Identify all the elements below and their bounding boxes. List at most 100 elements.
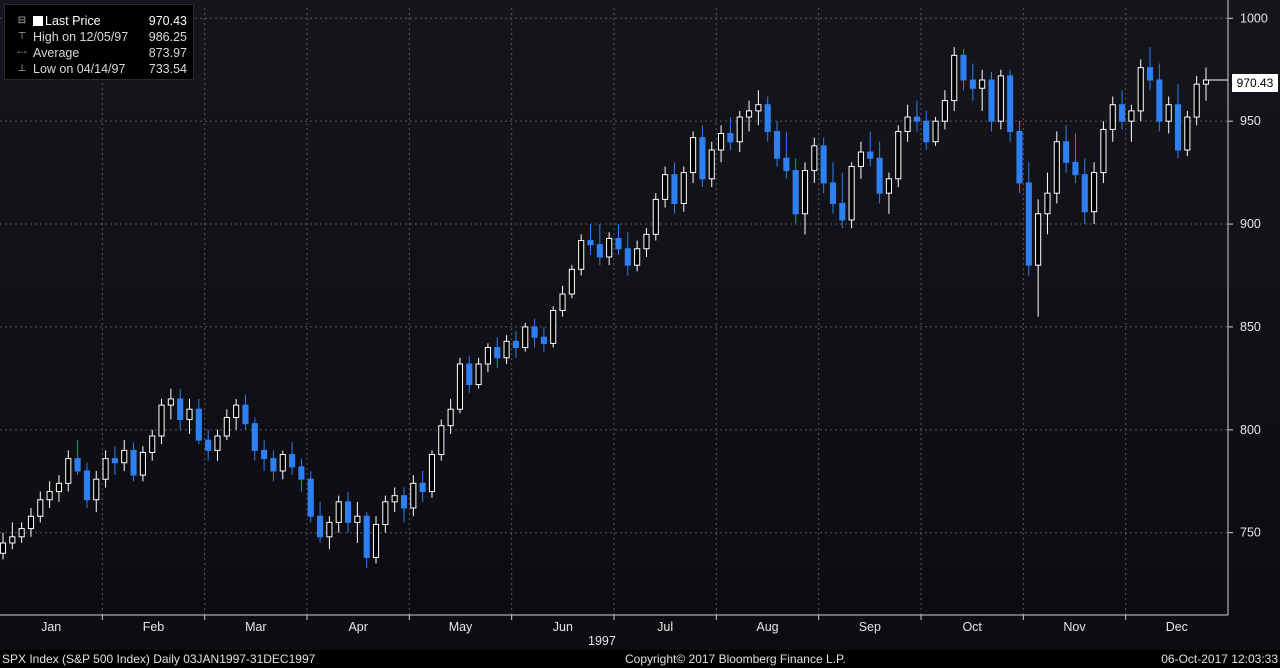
- candle: [848, 162, 855, 229]
- candle: [186, 398, 193, 434]
- candle: [37, 491, 44, 523]
- candle-body: [410, 482, 417, 509]
- candle-body: [587, 240, 594, 246]
- x-tick-label: Jan: [41, 620, 61, 634]
- candle-body: [447, 408, 454, 427]
- candle: [615, 224, 622, 255]
- candle: [111, 446, 118, 476]
- candle: [680, 166, 687, 212]
- candle-body: [1044, 192, 1051, 215]
- candle: [344, 491, 352, 533]
- candle-body: [755, 104, 762, 112]
- candle: [1063, 125, 1070, 173]
- candle: [941, 90, 948, 130]
- average-value: 873.97: [148, 46, 187, 60]
- candle-body: [354, 515, 361, 523]
- candle-body: [829, 182, 837, 204]
- candle-body: [494, 347, 501, 359]
- candle: [801, 162, 809, 235]
- high-marker-icon: ⊤: [17, 31, 27, 42]
- candle: [195, 398, 202, 445]
- footer-timestamp: 06-Oct-2017 12:03:33: [1161, 652, 1278, 666]
- candle-body: [1016, 130, 1023, 184]
- candle: [177, 388, 184, 430]
- candle: [130, 442, 137, 482]
- candle-body: [1109, 104, 1116, 130]
- candle: [550, 306, 557, 348]
- candle: [503, 335, 510, 364]
- candle-body: [223, 416, 230, 437]
- candle-body: [335, 501, 342, 523]
- collapse-icon: ⊟: [17, 15, 27, 26]
- candle: [671, 162, 678, 214]
- candle: [419, 470, 426, 502]
- candle-body: [177, 398, 184, 421]
- x-tick-label: Nov: [1063, 620, 1086, 634]
- candle-body: [522, 326, 529, 349]
- candle-body: [857, 151, 865, 167]
- candle-body: [344, 501, 352, 523]
- candle-body: [279, 454, 286, 472]
- candle: [522, 322, 529, 352]
- candle-body: [326, 521, 333, 538]
- candle: [270, 450, 277, 482]
- candle: [829, 162, 837, 214]
- candle: [913, 100, 920, 132]
- candle: [1109, 96, 1116, 142]
- candle-body: [363, 515, 370, 558]
- candle: [727, 117, 734, 150]
- candle-body: [885, 178, 892, 194]
- candle-body: [503, 340, 510, 359]
- candle-body: [671, 174, 678, 204]
- candle-body: [708, 149, 715, 180]
- candle: [876, 141, 883, 204]
- high-label: High on 12/05/97: [33, 30, 129, 44]
- candle: [951, 47, 958, 111]
- candle: [400, 487, 408, 523]
- candle: [839, 172, 846, 229]
- candle: [923, 110, 930, 150]
- candle-body: [1165, 104, 1172, 122]
- candle: [1025, 162, 1032, 276]
- candle-body: [624, 248, 631, 266]
- candle: [456, 357, 464, 414]
- candle-body: [913, 116, 920, 122]
- candle-body: [1156, 79, 1163, 122]
- candle-body: [65, 458, 72, 484]
- candle-body: [1063, 141, 1070, 163]
- candle-body: [792, 170, 799, 215]
- x-tick-label: Aug: [756, 620, 778, 634]
- candle-body: [0, 542, 7, 554]
- candle: [121, 440, 128, 471]
- candle: [363, 512, 370, 568]
- candle: [428, 450, 436, 498]
- candle-body: [690, 137, 697, 174]
- candle-body: [867, 151, 874, 159]
- candle: [764, 96, 771, 142]
- candle: [475, 357, 482, 389]
- candle-body: [559, 293, 566, 311]
- high-value: 986.25: [148, 30, 187, 44]
- footer: SPX Index (S&P 500 Index) Daily 03JAN199…: [0, 650, 1280, 668]
- candle-body: [139, 451, 146, 476]
- candle: [223, 409, 230, 441]
- candle: [662, 166, 669, 208]
- candle-body: [764, 104, 771, 132]
- candle-body: [1100, 128, 1107, 174]
- candle-body: [531, 326, 538, 338]
- candle: [466, 355, 473, 393]
- candle-body: [699, 137, 706, 180]
- candle-body: [46, 491, 53, 501]
- candle: [811, 137, 818, 183]
- last-price-swatch: [33, 16, 43, 26]
- candle: [606, 232, 613, 266]
- candle-body: [111, 458, 118, 464]
- candle: [1128, 104, 1135, 142]
- legend-row-high: ⊤ High on 12/05/97 986.25: [11, 29, 187, 45]
- candle-body: [205, 439, 212, 451]
- candle-body: [1174, 104, 1182, 151]
- x-tick-label: Oct: [962, 620, 982, 634]
- candle-body: [550, 309, 557, 344]
- candle-body: [102, 458, 109, 480]
- last-price-tag: 970.43: [1232, 74, 1278, 92]
